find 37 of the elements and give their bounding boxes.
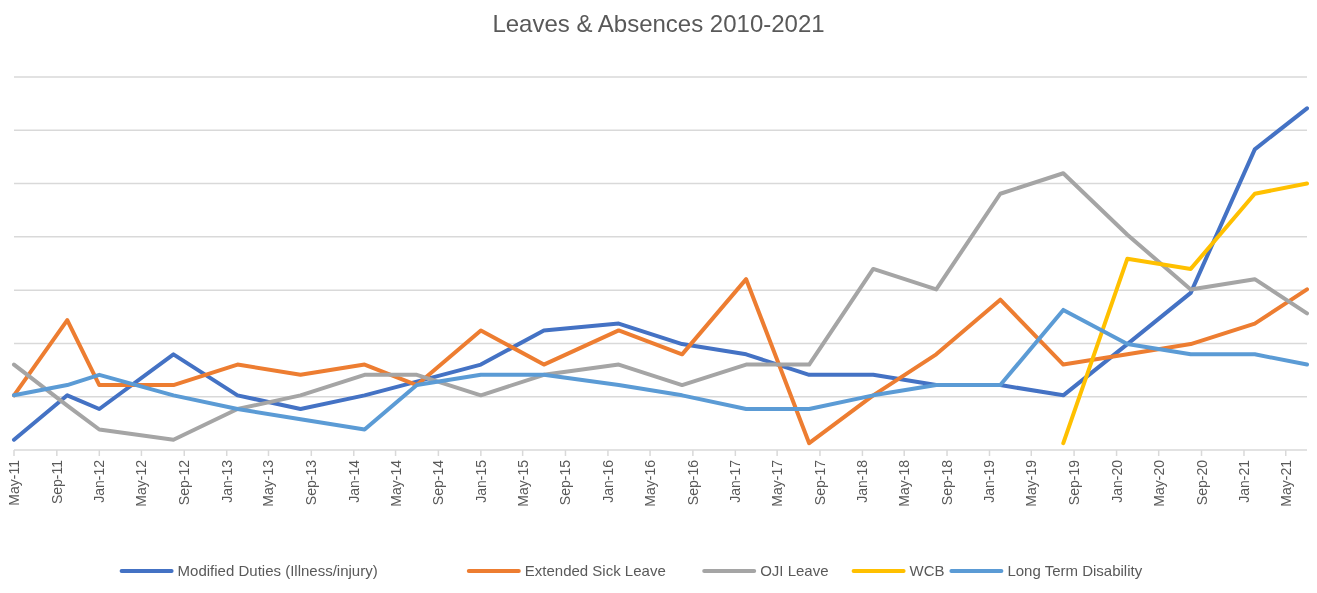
x-tick-label: Jan-17 — [727, 459, 744, 503]
x-tick-label: Sep-15 — [557, 459, 574, 506]
x-tick-label: May-18 — [896, 459, 913, 507]
x-tick-label: Sep-17 — [811, 459, 828, 506]
x-tick-label: May-20 — [1150, 459, 1167, 507]
x-tick-label: May-12 — [133, 459, 150, 507]
x-tick-label: May-16 — [642, 459, 659, 507]
x-tick-label: May-14 — [387, 459, 404, 507]
legend-label: Long Term Disability — [1007, 562, 1143, 579]
x-tick-label: Sep-12 — [176, 459, 193, 506]
x-tick-label: Sep-19 — [1066, 459, 1083, 506]
chart-title: Leaves & Absences 2010-2021 — [492, 10, 825, 37]
x-tick-label: May-15 — [514, 459, 531, 507]
x-tick-label: Jan-21 — [1235, 459, 1252, 503]
legend-label: OJI Leave — [760, 562, 829, 579]
x-tick-label: Jan-14 — [345, 459, 362, 503]
x-tick-label: Jan-20 — [1108, 459, 1125, 503]
x-tick-label: Jan-16 — [599, 459, 616, 503]
x-tick-label: Sep-14 — [430, 459, 447, 506]
legend-label: WCB — [909, 562, 945, 579]
x-tick-label: Sep-18 — [939, 459, 956, 506]
x-tick-label: Jan-19 — [981, 459, 998, 503]
x-tick-label: Sep-16 — [684, 459, 701, 506]
x-tick-label: Jan-13 — [218, 459, 235, 503]
x-tick-label: Jan-18 — [854, 459, 871, 503]
x-tick-label: Sep-11 — [48, 459, 65, 505]
x-tick-label: May-13 — [260, 459, 277, 507]
legend-label: Extended Sick Leave — [524, 562, 666, 579]
x-tick-label: May-11 — [6, 459, 22, 506]
x-tick-label: May-21 — [1277, 459, 1294, 507]
x-tick-label: Jan-15 — [472, 459, 489, 503]
x-tick-label: May-17 — [769, 459, 786, 507]
x-tick-label: May-19 — [1023, 459, 1040, 507]
x-tick-label: Jan-12 — [91, 459, 108, 503]
x-tick-label: Sep-20 — [1193, 459, 1210, 506]
x-tick-label: Sep-13 — [303, 459, 320, 506]
legend-label: Modified Duties (Illness/injury) — [177, 562, 378, 579]
